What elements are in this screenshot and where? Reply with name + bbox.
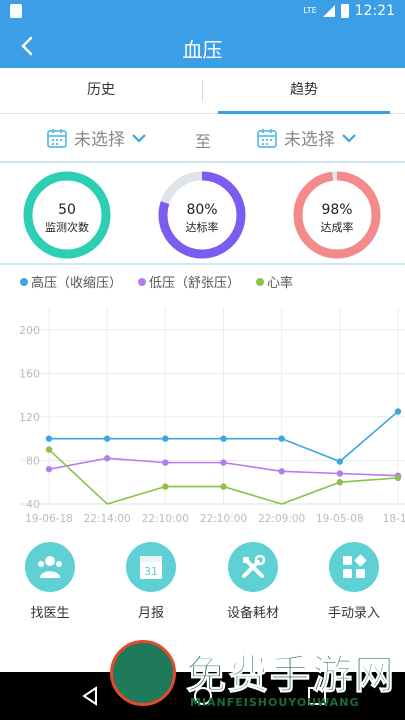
app-bar: 血压 [0, 24, 405, 68]
date-separator: 至 [195, 132, 212, 151]
chevron-down-icon [342, 133, 356, 143]
action-label: 设备耗材 [226, 606, 279, 621]
calendar-icon [47, 128, 67, 148]
data-point [278, 435, 285, 442]
x-tick-label: 19-06-18 [25, 513, 73, 525]
x-tick-label: 22:09:00 [258, 513, 305, 525]
progress-arc [293, 171, 381, 259]
quick-actions: 找医生 31 月报 设备耗材 手动录入 [0, 538, 405, 628]
data-point [336, 458, 344, 465]
x-tick-label: 22:14:00 [84, 513, 131, 525]
device-supplies-button[interactable]: 设备耗材 [217, 542, 289, 621]
x-tick-label: 22:10:00 [142, 513, 189, 525]
data-point [394, 474, 402, 482]
legend-dot [20, 277, 28, 286]
x-tick-label: 19-05-08 [316, 513, 364, 525]
system-nav-bar [0, 672, 405, 720]
start-date-value: 未选择 [74, 130, 125, 150]
battery-icon [340, 4, 349, 18]
data-point [336, 479, 344, 486]
stat-ring-achievement: 98% 达成率 [293, 171, 381, 259]
stat-ring-compliance: 80% 达标率 [158, 171, 246, 259]
data-point [45, 446, 53, 453]
data-point [162, 483, 169, 490]
legend-item-heart-rate: 心率 [256, 272, 293, 291]
action-label: 月报 [137, 606, 164, 621]
manual-entry-button[interactable]: 手动录入 [318, 542, 390, 621]
stat-value: 98% [321, 202, 353, 218]
legend-item-diastolic: 低压（舒张压） [138, 272, 240, 291]
legend-label: 低压（舒张压） [149, 276, 241, 291]
data-point [45, 435, 53, 442]
sd-card-icon [10, 4, 22, 18]
stat-ring-count: 50 监测次数 [23, 171, 111, 259]
legend-item-systolic: 高压（收缩压） [20, 272, 122, 291]
back-arrow-icon[interactable] [16, 34, 40, 58]
monthly-report-button[interactable]: 31 月报 [115, 542, 187, 621]
data-point [336, 470, 344, 477]
nav-recents-icon[interactable] [304, 684, 330, 708]
data-point [220, 435, 227, 442]
data-point [278, 468, 285, 475]
stat-label: 达标率 [185, 221, 219, 234]
data-point [162, 435, 169, 442]
legend-label: 高压（收缩压） [31, 276, 123, 291]
x-tick-label: 22:10:00 [200, 513, 247, 525]
find-doctor-button[interactable]: 找医生 [14, 542, 86, 621]
tab-trend[interactable]: 趋势 [290, 82, 318, 98]
stat-value: 80% [186, 202, 218, 218]
chart-legend: 高压（收缩压） 低压（舒张压） 心率 [20, 272, 293, 291]
data-point [162, 459, 169, 466]
start-date-select[interactable]: 未选择 [46, 125, 147, 150]
action-label: 找医生 [30, 606, 70, 621]
page-title: 血压 [182, 38, 223, 62]
legend-dot [138, 277, 147, 286]
data-point [220, 483, 227, 490]
y-tick-label: 120 [19, 411, 40, 424]
tab-bar: 历史 趋势 [0, 68, 405, 114]
status-bar: LTE 12:21 [0, 0, 405, 24]
y-tick-label: 160 [19, 367, 40, 380]
grid-icon [329, 542, 379, 592]
end-date-select[interactable]: 未选择 [256, 125, 357, 150]
date-range-picker: 未选择 至 未选择 [0, 115, 405, 163]
x-tick-label: 18-10 [383, 513, 405, 525]
data-point [45, 465, 53, 473]
legend-label: 心率 [267, 276, 294, 291]
calendar-31-icon: 31 [126, 542, 176, 592]
network-type: LTE [303, 6, 317, 15]
stats-panel: 50 监测次数 80% 达标率 98% 达成率 [0, 165, 405, 265]
data-point [103, 455, 111, 462]
tab-history[interactable]: 历史 [87, 82, 115, 98]
nav-back-icon[interactable] [78, 684, 104, 708]
stat-label: 达成率 [320, 221, 354, 234]
tab-divider [202, 80, 203, 102]
clock: 12:21 [354, 3, 395, 19]
nav-home-icon[interactable] [190, 684, 216, 708]
action-label: 手动录入 [327, 606, 380, 621]
y-tick-label: 200 [19, 324, 40, 337]
stat-value: 50 [58, 202, 76, 218]
data-point [103, 435, 111, 442]
legend-dot [256, 277, 265, 286]
tools-icon [228, 542, 278, 592]
active-tab-indicator [218, 111, 390, 114]
signal-icon [322, 5, 335, 17]
stat-label: 监测次数 [45, 221, 89, 234]
chevron-down-icon [132, 133, 146, 143]
y-tick-label: 80 [26, 454, 40, 467]
data-point [220, 459, 227, 466]
progress-arc [23, 171, 111, 259]
progress-arc [158, 171, 246, 259]
data-point [394, 408, 402, 415]
end-date-value: 未选择 [284, 130, 335, 150]
doctor-icon [25, 542, 75, 592]
svg-text:31: 31 [144, 565, 158, 578]
calendar-icon [257, 128, 277, 148]
